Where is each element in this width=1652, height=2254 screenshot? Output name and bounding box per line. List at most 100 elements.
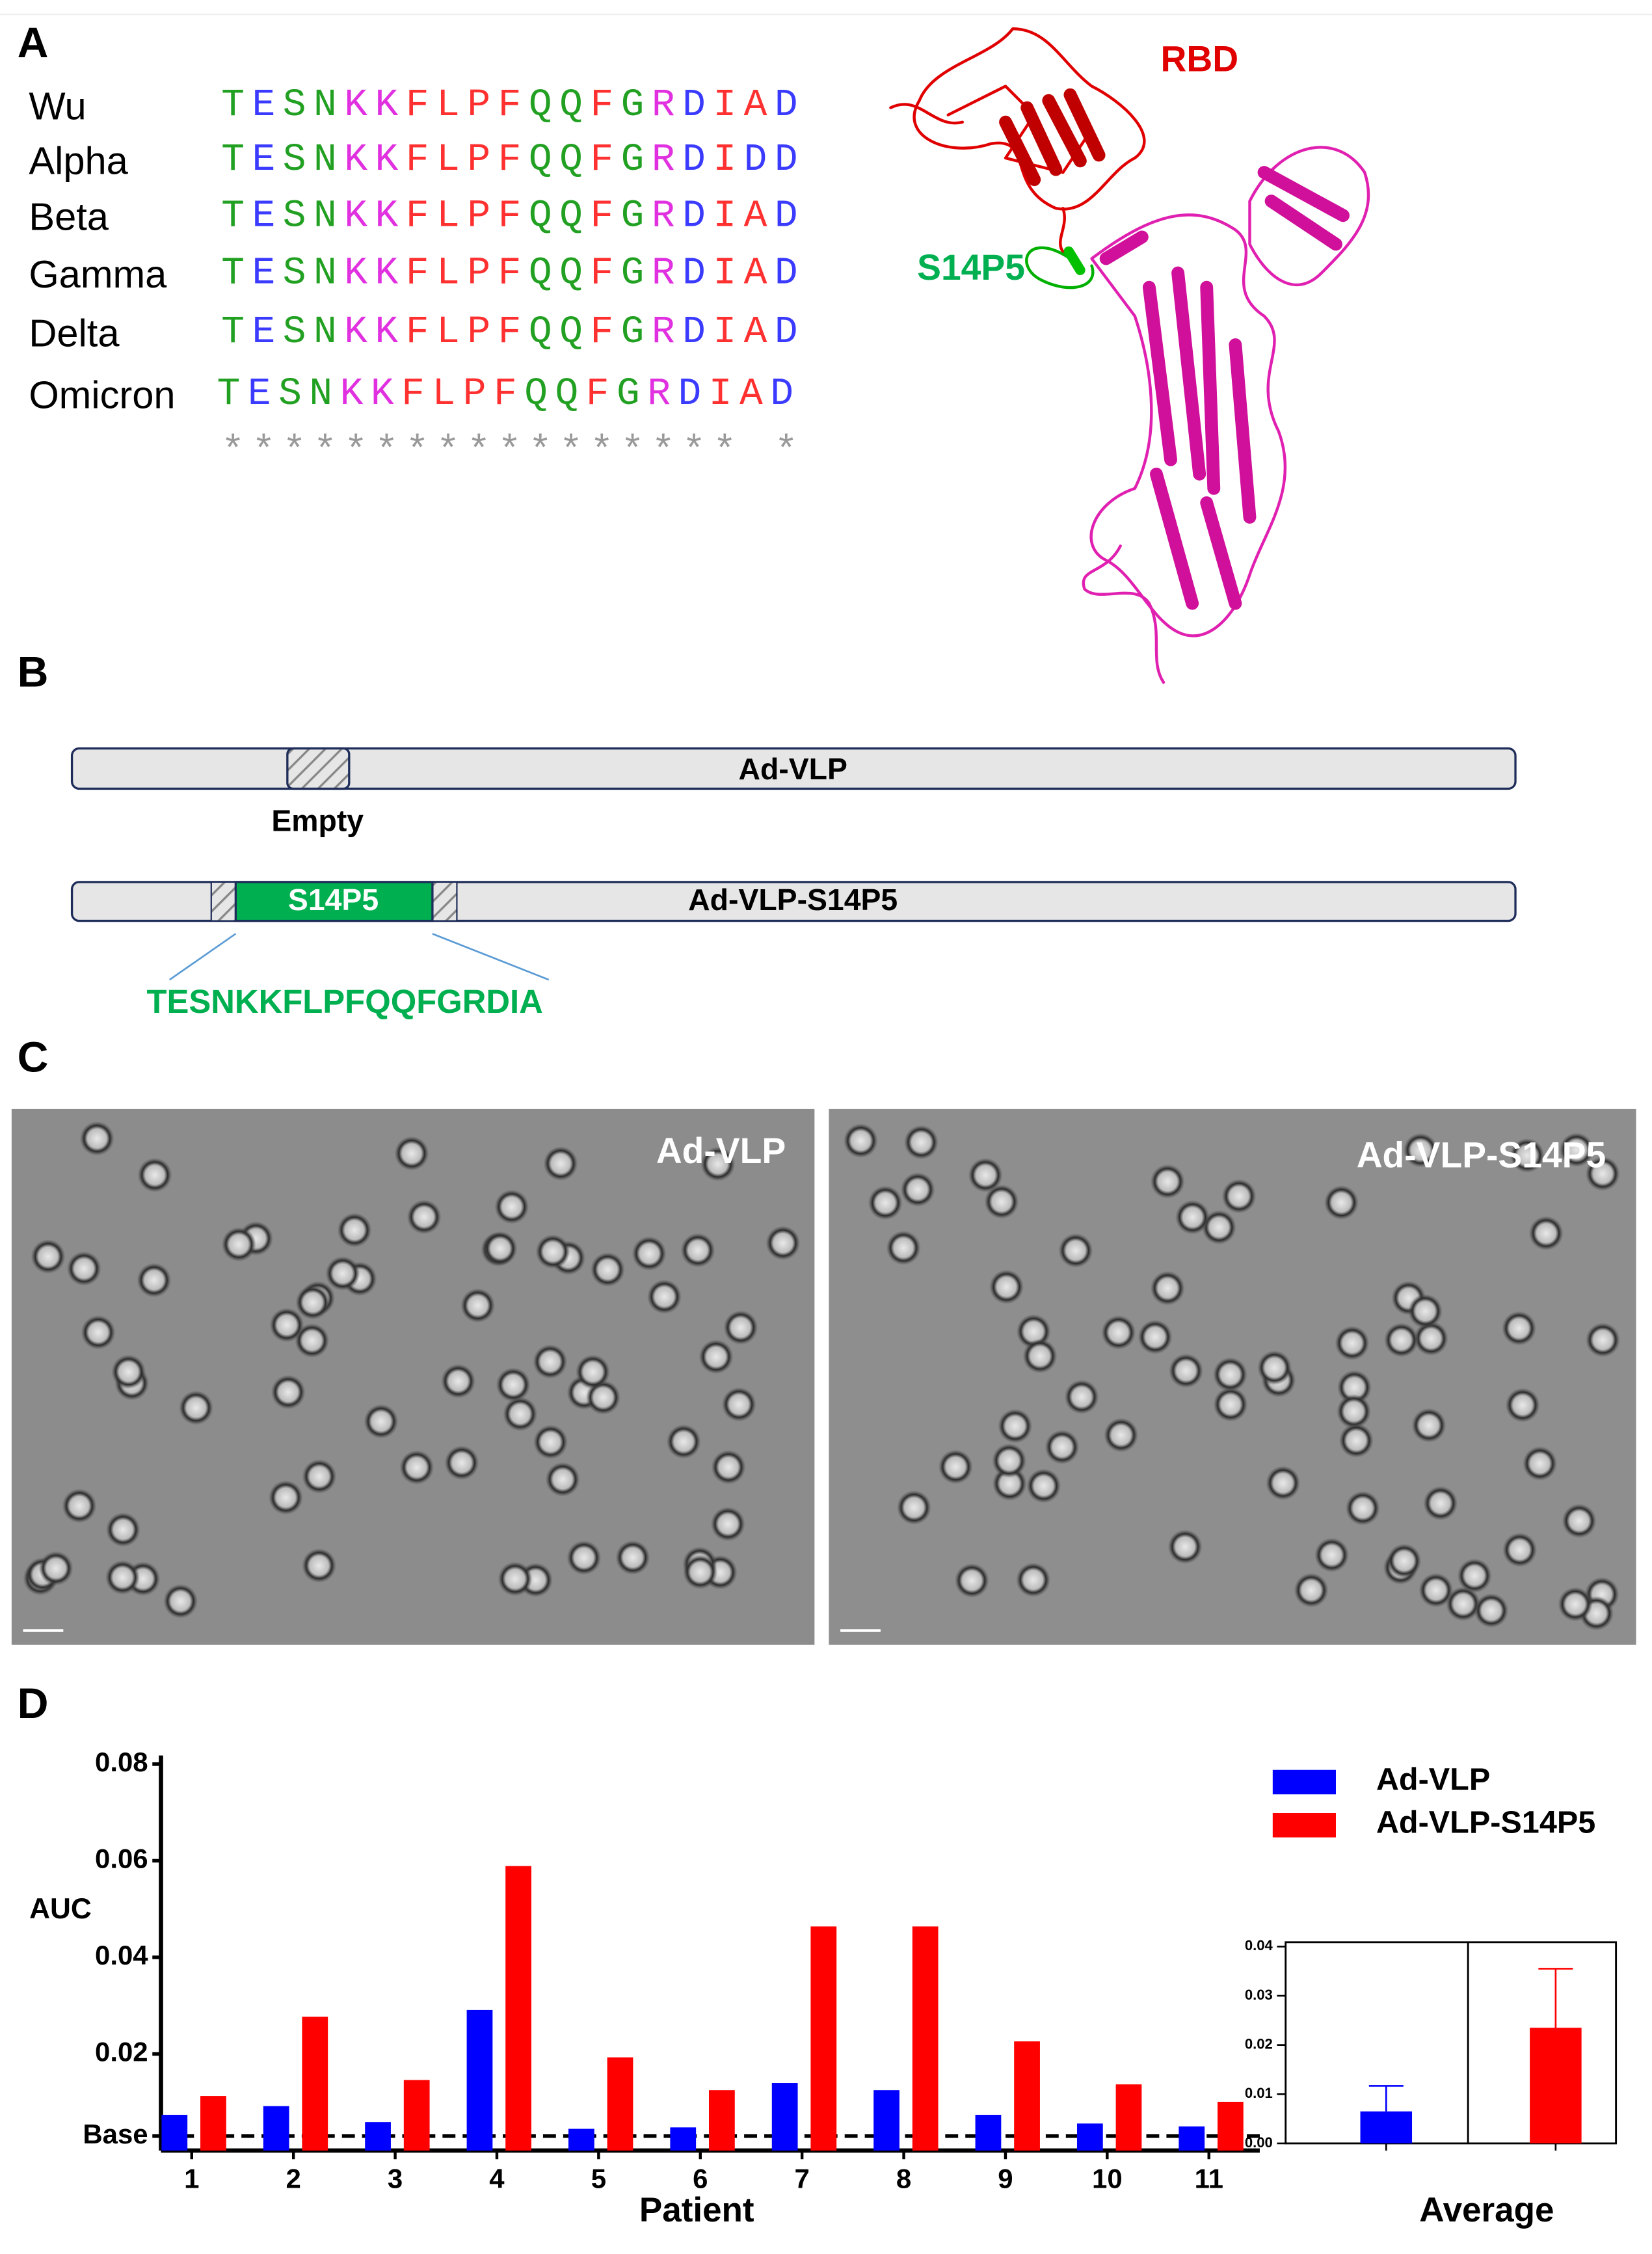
x-tick-label: 10 (1092, 2163, 1123, 2194)
particle (66, 1251, 101, 1286)
particle (1213, 1387, 1248, 1422)
particle (1314, 1537, 1350, 1572)
micrograph-label: Ad-VLP-S14P5 (1357, 1135, 1606, 1175)
y-tick-label: 0.02 (1245, 2036, 1273, 2052)
particle (394, 1136, 429, 1171)
particle (543, 1146, 578, 1181)
bar (607, 2057, 633, 2151)
y-tick-label: 0.02 (95, 2037, 148, 2067)
particle (1510, 1138, 1545, 1173)
particle (1413, 1321, 1448, 1356)
bar (670, 2127, 697, 2151)
y-tick-label: 0.06 (95, 1844, 148, 1874)
micrograph (11, 1108, 815, 1645)
particle (700, 1146, 736, 1181)
particle (337, 1213, 372, 1248)
particle (1150, 1164, 1185, 1199)
construct-name: Ad-VLP (739, 752, 847, 786)
particle (632, 1236, 667, 1271)
particle (496, 1367, 531, 1402)
particle (1104, 1417, 1139, 1453)
particle (1585, 1156, 1620, 1191)
bar (302, 2017, 328, 2151)
panel-label: D (18, 1680, 49, 1728)
x-tick-label: 8 (896, 2163, 911, 2194)
y-tick-label: 0.03 (1245, 1987, 1273, 2003)
bar (161, 2115, 188, 2151)
particle (295, 1285, 330, 1320)
particle (1387, 1544, 1422, 1579)
particle (295, 1323, 330, 1358)
particle (1423, 1486, 1458, 1521)
particle (1266, 1466, 1301, 1501)
particle (590, 1252, 625, 1287)
particle (302, 1548, 337, 1583)
particle (111, 1354, 146, 1389)
particle (699, 1339, 734, 1375)
particle (444, 1445, 479, 1481)
particle (998, 1408, 1033, 1443)
particle (1446, 1587, 1481, 1622)
particle (31, 1239, 66, 1274)
particle (1585, 1322, 1620, 1358)
x-tick-label: 5 (591, 2163, 606, 2194)
epitope-label: S14P5 (917, 247, 1025, 288)
particle (723, 1310, 758, 1345)
particle (137, 1157, 172, 1192)
particle (1457, 1558, 1492, 1593)
insert-sequence: TESNKKFLPFQQFGRDIA (147, 983, 543, 1020)
particle (271, 1375, 306, 1410)
particle (1324, 1185, 1359, 1220)
particle (1221, 1179, 1257, 1214)
particle (364, 1404, 399, 1439)
construct-name: Ad-VLP-S14P5 (688, 883, 898, 917)
particle (1528, 1216, 1564, 1251)
bar (1360, 2111, 1413, 2143)
x-tick-label: 7 (794, 2163, 809, 2194)
particle (545, 1462, 580, 1497)
particle (1016, 1563, 1051, 1598)
particle (221, 1227, 256, 1262)
sequence-name: Gamma (29, 252, 167, 296)
particle (1022, 1339, 1058, 1374)
y-tick-label: 0.04 (95, 1940, 148, 1970)
bar (912, 1926, 939, 2151)
particle (1101, 1315, 1136, 1350)
particle (498, 1561, 533, 1596)
particle (81, 1315, 116, 1350)
bar (466, 2009, 493, 2151)
particle (903, 1125, 939, 1160)
particle (441, 1363, 476, 1399)
panel-label: C (18, 1033, 49, 1081)
x-axis-label: Patient (639, 2191, 754, 2229)
x-axis-label: Average (1419, 2191, 1554, 2229)
particle (483, 1231, 518, 1266)
panel-label: B (18, 648, 49, 696)
particle (1558, 1587, 1593, 1622)
panel-label: A (18, 19, 49, 67)
x-tick-label: 11 (1195, 2163, 1223, 2194)
y-tick-label: 0.00 (1245, 2134, 1273, 2151)
particle (710, 1507, 745, 1542)
particle (992, 1443, 1027, 1478)
insert-label: Empty (271, 804, 364, 838)
particle (1064, 1379, 1099, 1414)
particle (1175, 1200, 1210, 1235)
y-tick-label: 0.01 (1245, 2085, 1273, 2101)
particle (1045, 1430, 1080, 1465)
bar (975, 2115, 1002, 2151)
bar (873, 2090, 899, 2151)
insert-label: S14P5 (288, 883, 379, 917)
particle (325, 1256, 360, 1291)
particle (954, 1563, 989, 1598)
particle (1523, 1446, 1558, 1481)
particle (1201, 1210, 1236, 1245)
bar (810, 1926, 837, 2151)
particle (1411, 1408, 1446, 1443)
sequence-name: Wu (29, 85, 86, 128)
